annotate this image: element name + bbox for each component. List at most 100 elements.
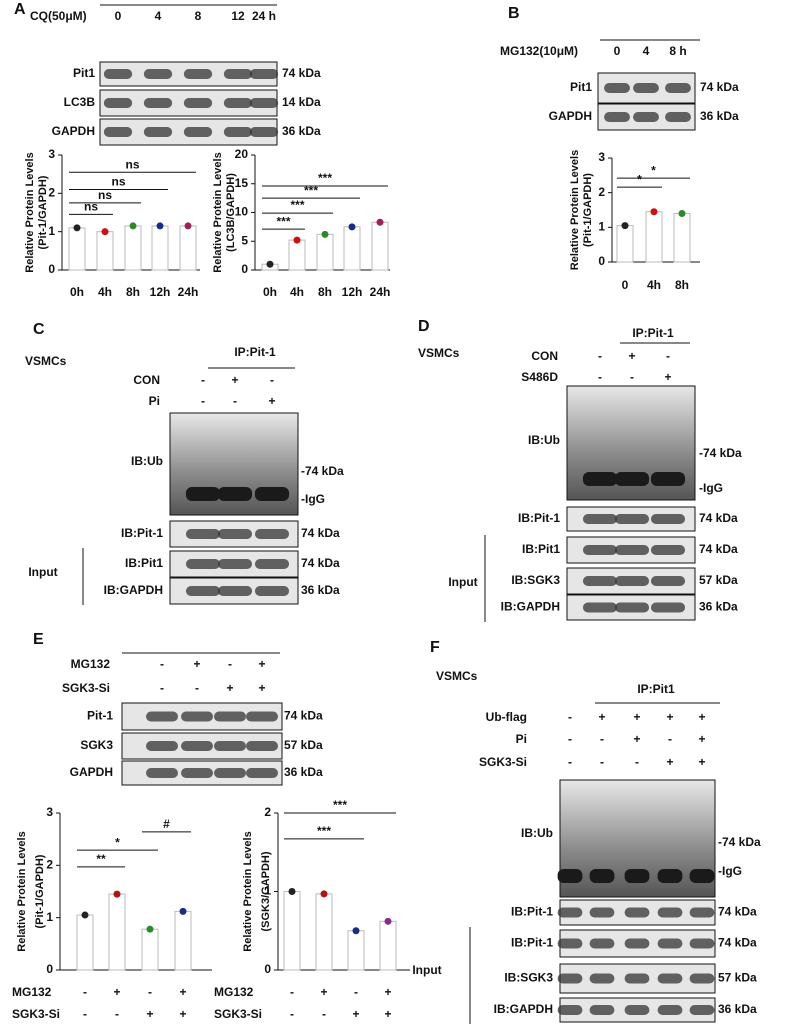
ub-band [254, 487, 290, 501]
mean-dot [101, 228, 109, 236]
bar [96, 231, 114, 271]
condition-sign: - [568, 710, 572, 724]
blot-label: IB:Ub [131, 454, 163, 468]
condition-sign: - [600, 755, 604, 769]
ub-band [689, 869, 715, 883]
condition-sign: + [258, 657, 265, 671]
ub-band [557, 869, 583, 883]
y-axis-label: (Pit-1/GAPDH) [582, 173, 594, 247]
ip-label: IP:Pit1 [637, 682, 675, 696]
condition-name: S486D [521, 370, 558, 384]
significance: *** [318, 171, 332, 185]
kda-marker: 74 kDa [700, 80, 739, 94]
condition-sign: - [160, 681, 164, 695]
blot-label: IB:SGK3 [504, 971, 553, 985]
kda-marker: 57 kDa [284, 738, 323, 752]
condition-sign: - [668, 732, 672, 746]
mean-dot [146, 925, 154, 933]
significance: *** [333, 798, 347, 812]
mean-dot [288, 888, 296, 895]
significance: * [115, 835, 120, 849]
condition-sign: 8 h [669, 44, 686, 58]
significance: ns [98, 188, 112, 202]
band [624, 973, 650, 984]
cell-type: VSMCs [436, 669, 478, 683]
x-tick-label: 4h [98, 285, 112, 299]
condition-sign: + [698, 710, 705, 724]
band [143, 98, 173, 108]
blot-label: GAPDH [52, 124, 95, 138]
y-axis-label: Relative Protein Levels [569, 150, 581, 270]
band [604, 83, 630, 93]
y-tick-label: 2 [264, 805, 271, 819]
kda-marker: 74 kDa [699, 511, 738, 525]
condition-sign: - [115, 1007, 119, 1021]
ub-band [614, 472, 650, 486]
y-tick-label: 0 [264, 962, 271, 976]
ub-band [185, 487, 221, 501]
blot-label: GAPDH [549, 109, 592, 123]
blot-label: LC3B [64, 95, 96, 109]
x-tick-label: 8h [126, 285, 140, 299]
significance: ** [96, 852, 106, 866]
band [689, 973, 715, 984]
band [657, 973, 683, 984]
y-axis-label: (Pit-1/GAPDH) [34, 854, 46, 928]
band [217, 586, 253, 596]
condition-sign: - [160, 657, 164, 671]
ub-band [217, 487, 253, 501]
bar [283, 891, 301, 971]
band [589, 1005, 615, 1015]
band [604, 112, 630, 122]
y-axis-label: (LC3B/GAPDH) [225, 173, 237, 252]
mean-dot [179, 907, 187, 915]
significance: ns [111, 175, 125, 189]
bar [343, 226, 361, 271]
kda-marker: 36 kDa [718, 1002, 757, 1016]
condition-sign: - [600, 732, 604, 746]
bar [174, 910, 192, 971]
condition-sign: + [384, 1007, 391, 1021]
condition-sign: 4 [155, 9, 162, 23]
y-axis-label: Relative Protein Levels [242, 831, 254, 951]
kda-marker: 36 kDa [282, 124, 321, 138]
condition-sign: + [179, 1007, 186, 1021]
band [217, 529, 253, 539]
condition-sign: + [258, 681, 265, 695]
condition-sign: + [231, 373, 238, 387]
band [181, 741, 213, 751]
bar [108, 893, 126, 971]
band [557, 938, 583, 949]
band [214, 741, 246, 751]
kda-marker: 57 kDa [699, 573, 738, 587]
mean-dot [73, 224, 81, 232]
band [103, 98, 133, 108]
ub-band [582, 472, 618, 486]
condition-name: SGK3-Si [62, 681, 110, 695]
mean-dot [184, 222, 192, 230]
band [633, 112, 659, 122]
band [689, 938, 715, 949]
y-tick-label: 1 [48, 224, 55, 238]
x-tick-label: 12h [150, 285, 171, 299]
band [582, 602, 618, 613]
bar [315, 893, 333, 971]
band [614, 514, 650, 524]
significance: *** [317, 824, 331, 838]
band [254, 586, 290, 596]
condition-name: MG132 [71, 657, 111, 671]
blot-label: IB:Pit1 [522, 542, 560, 556]
condition-sign: + [384, 985, 391, 999]
panel-label: B [508, 5, 520, 22]
band [246, 768, 278, 778]
kda-marker: 36 kDa [700, 109, 739, 123]
y-tick-label: 0 [241, 262, 248, 276]
blot-label: Pit1 [73, 66, 95, 80]
y-tick-label: 3 [598, 150, 605, 164]
cell-type: VSMCs [25, 354, 67, 368]
y-tick-label: 0 [48, 262, 55, 276]
condition-sign: + [664, 370, 671, 384]
band [103, 69, 133, 79]
cell-type: VSMCs [418, 346, 460, 360]
